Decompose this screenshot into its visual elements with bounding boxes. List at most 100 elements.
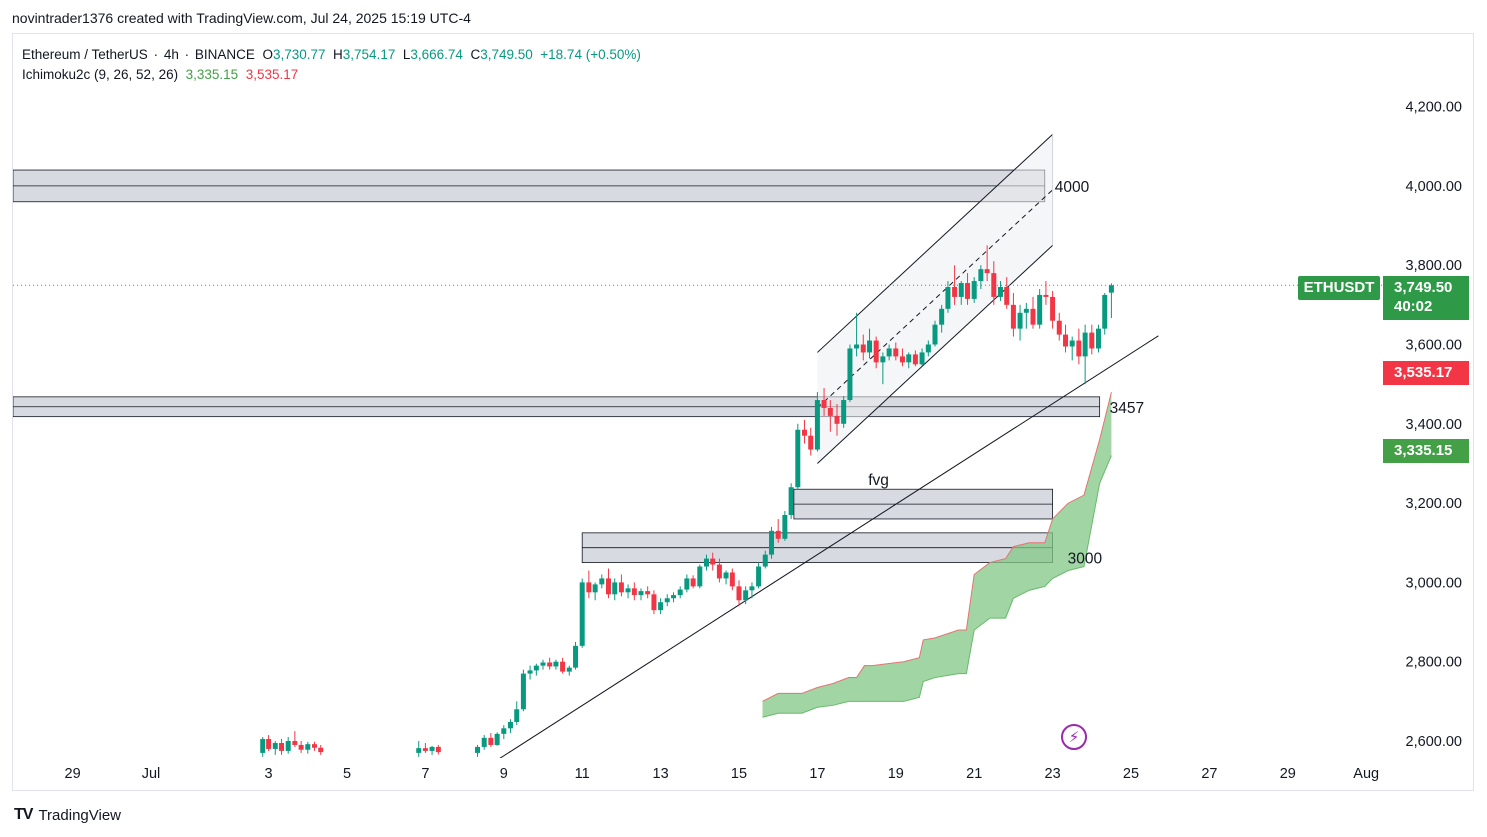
channel-middle (817, 189, 1053, 409)
candle-body (638, 591, 644, 596)
zone-label-4000: 4000 (1055, 179, 1090, 196)
y-tick-label: 3,400.00 (1406, 417, 1462, 433)
high-label: H (333, 47, 343, 62)
x-tick-label: 25 (1123, 766, 1139, 782)
candle-body (919, 352, 925, 365)
candle-body (1043, 294, 1049, 297)
indicator-row: Ichimoku2c (9, 26, 52, 26) 3,335.15 3,53… (22, 65, 641, 85)
candle-body (618, 582, 624, 593)
x-tick-label: 9 (500, 766, 508, 782)
candle-body (1010, 304, 1016, 329)
candle-body (1102, 294, 1108, 329)
candle-body (1063, 334, 1069, 347)
symbol-name[interactable]: Ethereum / TetherUS (22, 47, 148, 62)
candle-body (1089, 332, 1095, 349)
candle-body (566, 667, 572, 672)
candle-body (703, 558, 709, 567)
x-tick-label: 23 (1045, 766, 1061, 782)
candle-body (527, 670, 533, 674)
candle-body (788, 487, 794, 515)
candle-body (801, 429, 807, 436)
low-label: L (402, 47, 411, 62)
x-tick-label: 15 (731, 766, 747, 782)
y-tick-label: 2,600.00 (1406, 734, 1462, 750)
x-tick-label: 29 (1280, 766, 1296, 782)
candle-body (729, 572, 735, 587)
candle-body (592, 584, 598, 593)
x-tick-label: 21 (966, 766, 982, 782)
candle-body (664, 598, 670, 603)
x-tick-label: 11 (575, 766, 590, 782)
candle-body (847, 348, 853, 401)
candle-body (906, 354, 912, 363)
zone-label-3457: 3457 (1110, 400, 1144, 417)
interval[interactable]: 4h (163, 47, 179, 62)
candle-body (507, 721, 513, 729)
candle-body (808, 435, 814, 450)
candle-body (925, 344, 931, 353)
candle-body (1004, 287, 1010, 305)
candle-body (814, 400, 820, 450)
cloud-span-a (762, 391, 1112, 702)
lightning-icon[interactable]: ⚡ (1061, 724, 1087, 750)
ticker-tag: ETHUSDT (1298, 276, 1380, 300)
candle-body (736, 586, 742, 601)
brand-name: TradingView (38, 806, 121, 824)
x-tick-label: 3 (265, 766, 273, 782)
change-value: +18.74 (+0.50%) (540, 47, 641, 62)
candle-body (1050, 296, 1056, 321)
candle-body (762, 554, 768, 567)
candle-body (1082, 332, 1088, 357)
candle-body (1017, 312, 1023, 329)
chart-frame (12, 33, 1474, 791)
candle-body (952, 287, 958, 297)
candle-body (997, 287, 1003, 297)
indicator-name[interactable]: Ichimoku2c (9, 26, 52, 26) (22, 67, 179, 82)
open-value: 3,730.77 (272, 47, 326, 62)
candle-body (782, 514, 788, 539)
candle-body (756, 566, 762, 587)
candle-body (965, 283, 971, 299)
candle-body (560, 661, 566, 672)
candle-body (266, 739, 272, 749)
candle-body (285, 741, 291, 751)
symbol-row: Ethereum / TetherUS · 4h · BINANCE O3,73… (22, 47, 641, 62)
candle-body (260, 739, 266, 753)
candle-body (912, 354, 918, 365)
low-value: 3,666.74 (410, 47, 463, 62)
candle-body (978, 269, 984, 282)
tradingview-logo-icon: TV (14, 806, 33, 823)
candle-body (520, 673, 526, 710)
candle-body (599, 578, 605, 585)
candle-body (612, 582, 618, 595)
candle-body (716, 564, 722, 579)
candle-body (991, 273, 997, 297)
candle-body (481, 737, 487, 747)
candle-body (841, 400, 847, 424)
trendline (499, 335, 1159, 758)
last-price: 3,749.50 (1394, 279, 1453, 296)
candle-body (422, 748, 428, 751)
candle-body (1069, 340, 1075, 347)
candle-body (651, 594, 657, 611)
candle-body (880, 356, 886, 363)
x-tick-label: 17 (809, 766, 825, 782)
candle-body (899, 356, 905, 363)
footer-brand: TV TradingView (14, 806, 121, 824)
candle-body (318, 747, 324, 753)
close-value: 3,749.50 (480, 47, 533, 62)
attribution: novintrader1376 created with TradingView… (12, 10, 471, 26)
y-tick-label: 4,000.00 (1406, 179, 1462, 195)
candle-body (586, 582, 592, 593)
indicator-value-1: 3,335.15 (185, 67, 239, 82)
ichimoku-cloud (762, 392, 1112, 718)
candle-body (939, 308, 945, 325)
x-tick-label: 13 (653, 766, 669, 782)
candle-body (690, 578, 696, 587)
candle-body (475, 746, 481, 753)
candle-body (298, 744, 304, 750)
candle-body (292, 741, 298, 745)
candle-body (684, 578, 690, 590)
candle-body (1037, 294, 1043, 325)
